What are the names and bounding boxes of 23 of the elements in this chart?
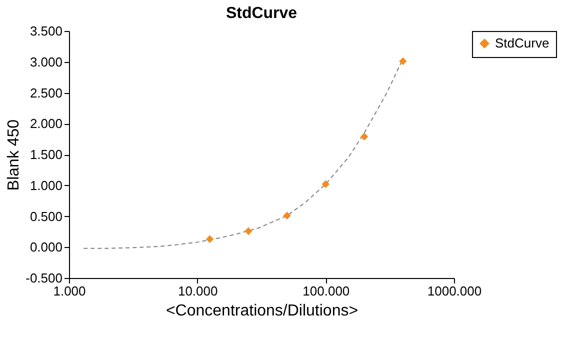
chart-title: StdCurve <box>226 5 298 22</box>
point <box>283 212 291 220</box>
point <box>399 57 407 66</box>
x-tick-label: 100.000 <box>302 284 350 298</box>
x-axis-title: <Concentrations/Dilutions> <box>166 302 358 320</box>
x-tick-label: 1.000 <box>53 284 86 298</box>
point <box>322 180 330 188</box>
x-tick-label: 1000.000 <box>427 284 482 298</box>
y-tick-label: 2.500 <box>30 85 62 100</box>
legend-label: StdCurve <box>495 36 550 50</box>
x-tick-label: 10.000 <box>178 284 218 298</box>
y-tick-label: 2.000 <box>30 116 62 132</box>
y-axis-title: Blank 450 <box>6 119 23 191</box>
y-tick-label: 3.000 <box>30 54 62 70</box>
point <box>206 235 214 243</box>
point <box>244 227 252 235</box>
y-tick-label: -0.500 <box>26 270 62 286</box>
y-tick-label: 1.000 <box>30 178 62 193</box>
y-tick-label: 1.500 <box>30 147 62 162</box>
point <box>360 132 368 140</box>
y-tick-label: 0.500 <box>30 208 62 224</box>
y-tick-label: 0.000 <box>30 240 62 255</box>
y-tick-label: 3.500 <box>30 24 62 38</box>
